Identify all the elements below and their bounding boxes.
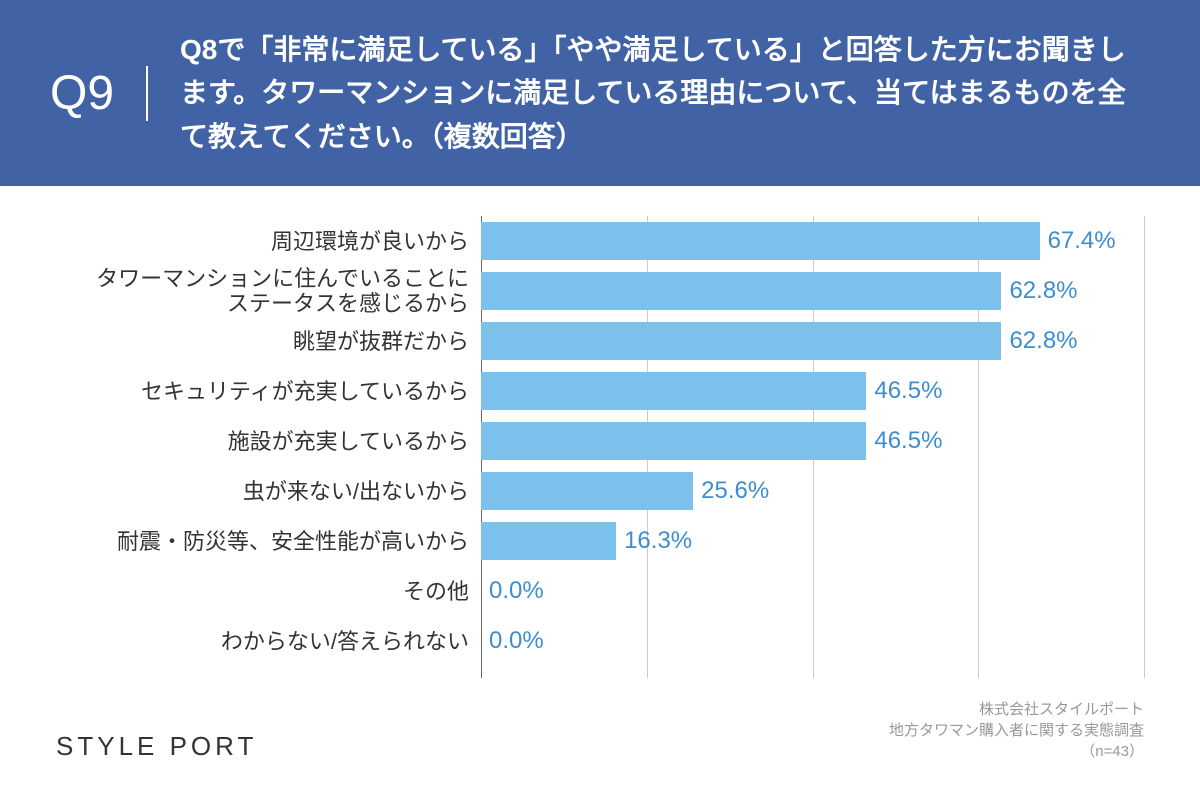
bar-label: 虫が来ない/出ないから [56, 479, 481, 504]
source-line-3: （n=43） [889, 741, 1144, 762]
bar-label: タワーマンションに住んでいることに ステータスを感じるから [56, 266, 481, 317]
bar-value: 62.8% [1009, 327, 1077, 355]
bar [481, 272, 1001, 310]
source-text: 株式会社スタイルポート 地方タワマン購入者に関する実態調査 （n=43） [889, 699, 1144, 762]
bar-value: 46.5% [874, 377, 942, 405]
bar [481, 472, 693, 510]
chart-panel: 周辺環境が良いから 67.4% タワーマンションに住んでいることに ステータスを感じ… [16, 186, 1184, 774]
bar-label: その他 [56, 579, 481, 604]
chart-row: タワーマンションに住んでいることに ステータスを感じるから 62.8% [56, 266, 1144, 316]
source-line-2: 地方タワマン購入者に関する実態調査 [889, 720, 1144, 741]
chart-row: 周辺環境が良いから 67.4% [56, 216, 1144, 266]
grid-line [1144, 216, 1145, 678]
chart-row: セキュリティが充実しているから 46.5% [56, 366, 1144, 416]
bar [481, 222, 1040, 260]
bar-value: 0.0% [489, 577, 544, 605]
bar-region: 0.0% [481, 566, 1144, 616]
bar-region: 46.5% [481, 366, 1144, 416]
chart-row: 眺望が抜群だから 62.8% [56, 316, 1144, 366]
bar-label: 施設が充実しているから [56, 429, 481, 454]
bar [481, 372, 866, 410]
bar-value: 25.6% [701, 477, 769, 505]
bar [481, 522, 616, 560]
footer: STYLE PORT 株式会社スタイルポート 地方タワマン購入者に関する実態調査… [56, 699, 1144, 762]
bar-region: 62.8% [481, 316, 1144, 366]
chart-row: 施設が充実しているから 46.5% [56, 416, 1144, 466]
question-text: Q8で「非常に満足している」「やや満足している」と回答した方にお聞きします。タワ… [148, 28, 1150, 158]
bar-region: 0.0% [481, 616, 1144, 666]
bar-value: 62.8% [1009, 277, 1077, 305]
bar-label: 眺望が抜群だから [56, 329, 481, 354]
bar-label: 耐震・防災等、安全性能が高いから [56, 529, 481, 554]
chart-area: 周辺環境が良いから 67.4% タワーマンションに住んでいることに ステータスを感じ… [56, 216, 1144, 696]
source-line-1: 株式会社スタイルポート [889, 699, 1144, 720]
bar-value: 0.0% [489, 627, 544, 655]
bar-value: 67.4% [1048, 227, 1116, 255]
bar-label: セキュリティが充実しているから [56, 379, 481, 404]
bar-label: わからない/答えられない [56, 629, 481, 654]
question-number: Q9 [50, 66, 148, 121]
bar-region: 25.6% [481, 466, 1144, 516]
bar [481, 422, 866, 460]
question-header: Q9 Q8で「非常に満足している」「やや満足している」と回答した方にお聞きします… [0, 0, 1200, 186]
bar-region: 62.8% [481, 266, 1144, 316]
bar-label: 周辺環境が良いから [56, 229, 481, 254]
logo-text: STYLE PORT [56, 731, 257, 762]
chart-row: その他 0.0% [56, 566, 1144, 616]
bar-value: 46.5% [874, 427, 942, 455]
bar [481, 322, 1001, 360]
bar-region: 16.3% [481, 516, 1144, 566]
bar-value: 16.3% [624, 527, 692, 555]
chart-row: 虫が来ない/出ないから 25.6% [56, 466, 1144, 516]
bar-region: 46.5% [481, 416, 1144, 466]
chart-row: わからない/答えられない 0.0% [56, 616, 1144, 666]
bar-region: 67.4% [481, 216, 1144, 266]
chart-row: 耐震・防災等、安全性能が高いから 16.3% [56, 516, 1144, 566]
